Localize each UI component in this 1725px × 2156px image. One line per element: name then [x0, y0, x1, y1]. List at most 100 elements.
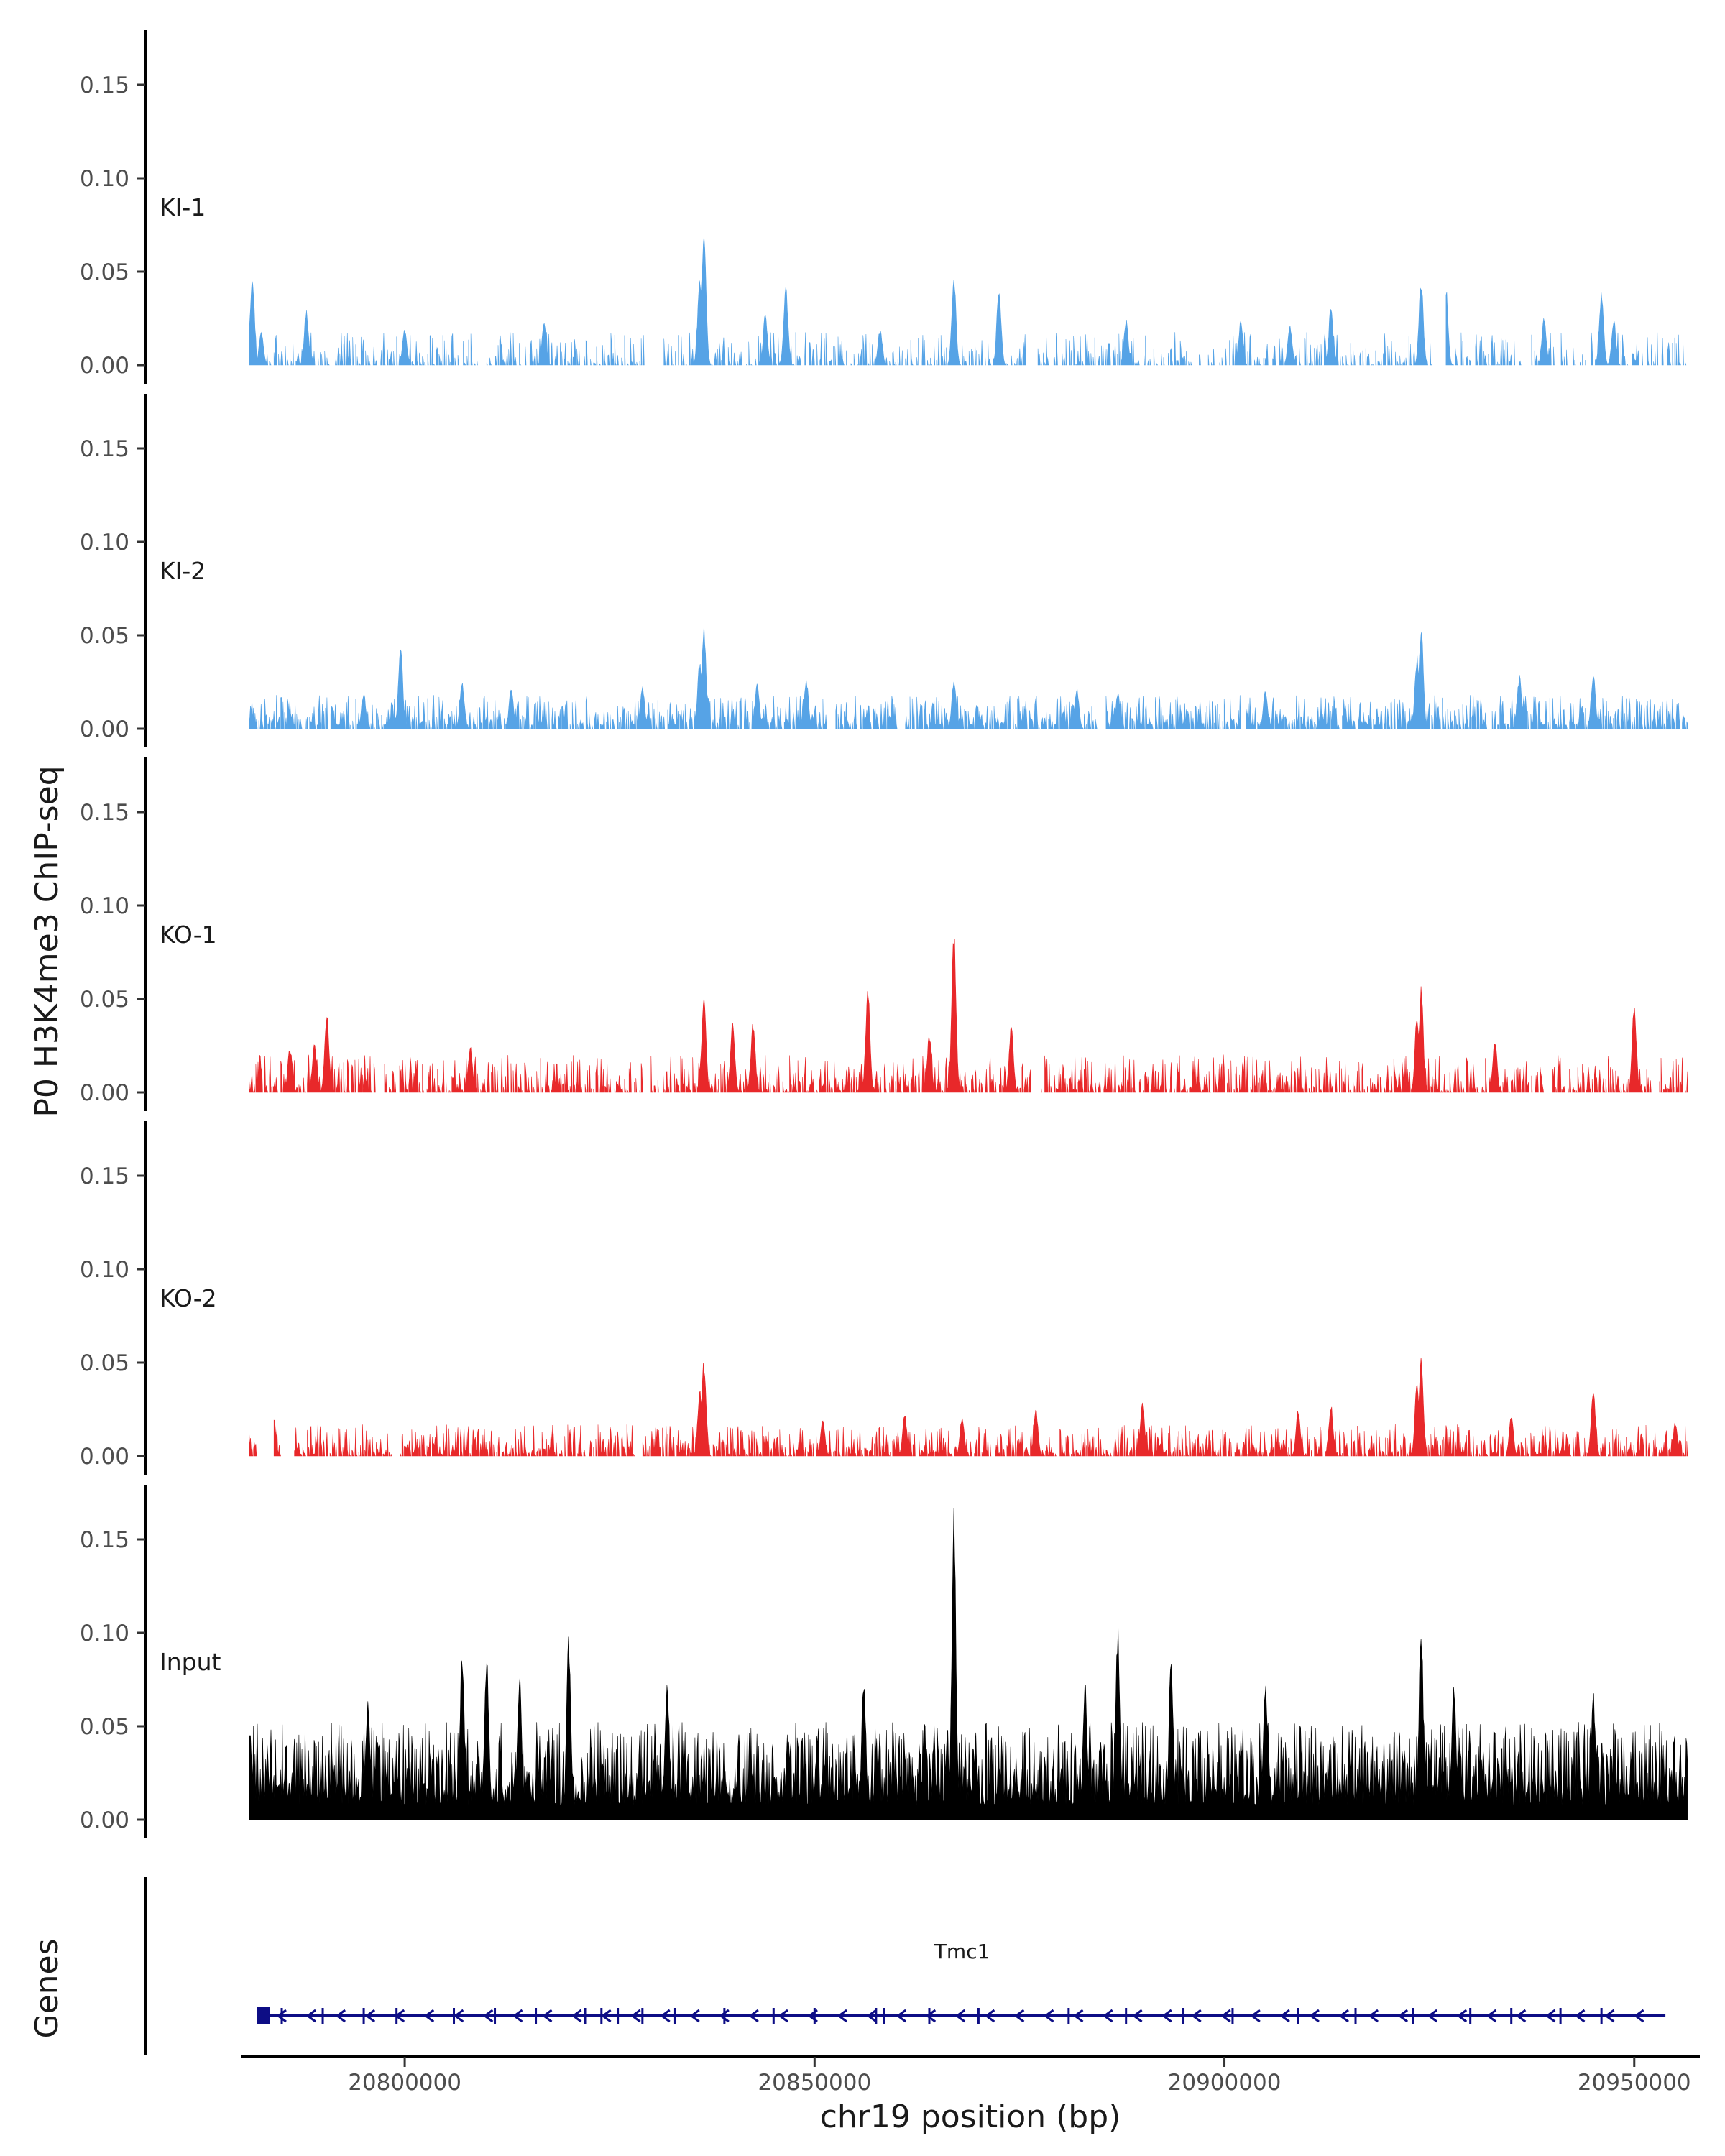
strand-arrow	[660, 2009, 671, 2023]
y-tick-label: 0.15	[80, 800, 129, 826]
strand-arrow	[1309, 2009, 1320, 2023]
gene-exon	[584, 2008, 586, 2024]
strand-arrow	[1191, 2009, 1202, 2023]
strand-arrow	[541, 2009, 553, 2023]
strand-arrow	[1397, 2009, 1409, 2023]
y-tick-label: 0.15	[80, 73, 129, 98]
gene-exon	[772, 2008, 775, 2024]
signal-area	[249, 1357, 1688, 1457]
strand-arrow	[984, 2009, 995, 2023]
strand-arrow	[1456, 2009, 1468, 2023]
strand-arrow	[1043, 2009, 1054, 2023]
strand-arrow	[1162, 2009, 1172, 2023]
y-axis-title: P0 H3K4me3 ChIP-seq	[29, 765, 65, 1117]
strand-arrow	[1368, 2009, 1379, 2023]
y-tick-label: 0.00	[80, 1080, 129, 1106]
track-ki-2: 0.00 0.05 0.10 0.15 KI-2	[80, 394, 1688, 747]
x-tick-label: 20850000	[758, 2070, 871, 2096]
gene-exon	[362, 2008, 365, 2024]
y-tick-label: 0.15	[80, 1527, 129, 1553]
y-tick-label: 0.10	[80, 1621, 129, 1646]
y-tick-label: 0.10	[80, 893, 129, 919]
gene-exon	[977, 2008, 980, 2024]
strand-arrow	[837, 2009, 847, 2023]
gene-exon	[617, 2008, 620, 2024]
strand-arrow	[689, 2009, 700, 2023]
gene-exon	[1231, 2008, 1234, 2024]
gene-exon	[321, 2008, 324, 2024]
strand-arrow	[1132, 2009, 1143, 2023]
y-tick-label: 0.00	[80, 1444, 129, 1470]
track-input: 0.00 0.05 0.10 0.15 Input	[80, 1485, 1688, 1838]
strand-arrow	[925, 2009, 937, 2023]
strand-arrow	[1634, 2009, 1644, 2023]
x-ticks: 20800000 20850000 20900000 20950000	[348, 2057, 1691, 2096]
strand-arrow	[1250, 2009, 1261, 2023]
strand-arrow	[1103, 2009, 1113, 2023]
y-tick-label: 0.15	[80, 436, 129, 462]
strand-arrow	[1220, 2009, 1231, 2023]
track-ki-1: 0.00 0.05 0.10 0.15 KI-1	[80, 30, 1687, 384]
gene-exon	[262, 2008, 264, 2024]
strand-arrow	[807, 2009, 818, 2023]
gene-exon	[883, 2008, 886, 2024]
strand-arrow	[305, 2009, 316, 2023]
gene-exon	[723, 2008, 726, 2024]
strand-arrow	[896, 2009, 907, 2023]
gene-exon	[1510, 2008, 1513, 2024]
y-tick-label: 0.15	[80, 1164, 129, 1189]
gene-exon	[1182, 2008, 1185, 2024]
gene-exon	[1559, 2008, 1562, 2024]
signal-area	[249, 236, 1687, 366]
genes-track-label: Genes	[29, 1938, 65, 2038]
strand-arrow	[954, 2009, 966, 2023]
gene-exon	[1600, 2008, 1603, 2024]
gene-exon	[1469, 2008, 1472, 2024]
y-tick-label: 0.00	[80, 353, 129, 379]
signal-area	[249, 1508, 1688, 1820]
y-tick-label: 0.05	[80, 987, 129, 1013]
strand-arrow	[719, 2009, 730, 2023]
y-tick-label: 0.05	[80, 1714, 129, 1740]
track-label: KI-2	[160, 557, 206, 585]
strand-arrow	[364, 2009, 376, 2023]
strand-arrow	[601, 2009, 612, 2023]
x-axis: 20800000 20850000 20900000 20950000 chr19 p…	[241, 2055, 1700, 2135]
signal-area	[249, 939, 1688, 1093]
x-axis-title: chr19 position (bp)	[820, 2099, 1121, 2135]
x-tick-label: 20950000	[1578, 2070, 1691, 2096]
strand-arrow	[1279, 2009, 1290, 2023]
strand-arrow	[1486, 2009, 1497, 2023]
gene-exon	[673, 2008, 676, 2024]
strand-arrow	[1072, 2009, 1084, 2023]
strand-arrow	[423, 2009, 435, 2023]
strand-arrow	[571, 2009, 582, 2023]
y-tick-label: 0.10	[80, 1257, 129, 1283]
genes-track: Genes Tmc1	[29, 1877, 1666, 2055]
strand-arrow	[394, 2009, 405, 2023]
strand-arrow	[1604, 2009, 1615, 2023]
strand-arrow	[1545, 2009, 1556, 2023]
y-tick-label: 0.10	[80, 166, 129, 192]
gene-exon	[1354, 2008, 1357, 2024]
y-tick-label: 0.05	[80, 259, 129, 285]
gene-exon	[875, 2008, 878, 2024]
gene-exon	[1412, 2008, 1414, 2024]
track-label: KI-1	[160, 193, 206, 221]
strand-arrow	[276, 2009, 287, 2023]
gene-exon	[535, 2008, 538, 2024]
strand-arrow	[866, 2009, 878, 2023]
strand-arrow	[630, 2009, 641, 2023]
strand-arrow	[453, 2009, 464, 2023]
gene-exon	[1297, 2008, 1300, 2024]
gene-exon	[280, 2008, 283, 2024]
track-ko-1: 0.00 0.05 0.10 0.15 KO-1	[80, 757, 1688, 1111]
strand-arrow	[748, 2009, 759, 2023]
strand-arrow	[1574, 2009, 1586, 2023]
signal-area	[249, 625, 1688, 729]
gene-exon	[1067, 2008, 1070, 2024]
strand-arrow	[1427, 2009, 1438, 2023]
strand-arrow	[482, 2009, 494, 2023]
y-tick-label: 0.00	[80, 1807, 129, 1833]
